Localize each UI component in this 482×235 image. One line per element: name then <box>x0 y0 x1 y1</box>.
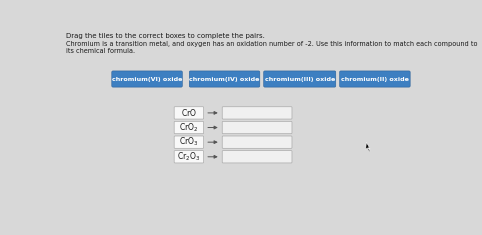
FancyBboxPatch shape <box>189 71 260 87</box>
FancyBboxPatch shape <box>264 71 336 87</box>
Text: Chromium is a transition metal, and oxygen has an oxidation number of -2. Use th: Chromium is a transition metal, and oxyg… <box>67 40 478 54</box>
Text: chromium(III) oxide: chromium(III) oxide <box>265 77 335 82</box>
FancyBboxPatch shape <box>222 121 292 134</box>
Text: Drag the tiles to the correct boxes to complete the pairs.: Drag the tiles to the correct boxes to c… <box>67 33 265 39</box>
FancyBboxPatch shape <box>340 71 410 87</box>
Polygon shape <box>366 142 370 152</box>
FancyBboxPatch shape <box>174 107 203 119</box>
Text: $\mathrm{CrO_2}$: $\mathrm{CrO_2}$ <box>179 121 199 134</box>
FancyBboxPatch shape <box>174 136 203 148</box>
FancyBboxPatch shape <box>222 151 292 163</box>
Text: $\mathrm{Cr_2O_3}$: $\mathrm{Cr_2O_3}$ <box>177 151 201 163</box>
Text: $\mathrm{CrO}$: $\mathrm{CrO}$ <box>181 107 197 118</box>
Text: chromium(II) oxide: chromium(II) oxide <box>341 77 409 82</box>
Text: chromium(VI) oxide: chromium(VI) oxide <box>112 77 182 82</box>
FancyBboxPatch shape <box>222 136 292 148</box>
FancyBboxPatch shape <box>112 71 182 87</box>
FancyBboxPatch shape <box>222 107 292 119</box>
Text: chromium(IV) oxide: chromium(IV) oxide <box>189 77 260 82</box>
FancyBboxPatch shape <box>174 121 203 134</box>
Text: $\mathrm{CrO_3}$: $\mathrm{CrO_3}$ <box>179 136 199 149</box>
FancyBboxPatch shape <box>174 151 203 163</box>
